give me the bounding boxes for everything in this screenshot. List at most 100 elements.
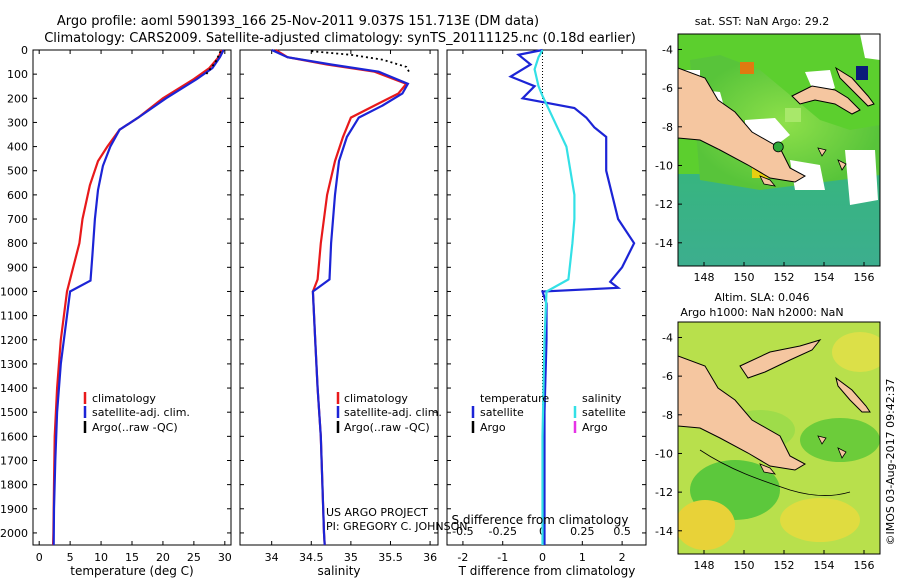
legend-label-argo: Argo(..raw -QC) [92,421,178,434]
map-x-tick-label: 150 [734,559,755,572]
depth-tick-label: 200 [7,92,28,105]
x-tick-label: 5 [67,551,74,564]
sst-map-navy-cell [856,66,868,80]
depth-tick-label: 1600 [0,430,28,443]
legend-label-climatology: climatology [344,392,408,405]
x-tick-label: 10 [94,551,108,564]
map-x-tick-label: 148 [694,271,715,284]
salinity-xlabel: salinity [317,564,360,578]
legend-label-satellite-adj: satellite-adj. clim. [92,406,190,419]
depth-tick-label: 700 [7,213,28,226]
sla-map-ticks: 148 150 152 154 156 -4 -6 -8 -10 -12 -14 [655,331,874,572]
x-tick-label: 35.5 [378,551,403,564]
x-tick-label: 35 [344,551,358,564]
depth-tick-label: 100 [7,68,28,81]
map-y-tick-label: -8 [662,409,673,422]
sla-map-green-blob-2 [800,418,880,462]
depth-tick-label: 600 [7,189,28,202]
series-line-argo-raw-qc- [205,50,222,75]
depth-tick-label: 1200 [0,334,28,347]
x-tick-label: 0 [36,551,43,564]
map-x-tick-label: 148 [694,559,715,572]
sst-map-title: sat. SST: NaN Argo: 29.2 [695,15,829,28]
series-line-climatology [275,49,409,546]
x-tick-label: -1 [497,551,508,564]
x-tick-label: 34 [265,551,279,564]
map-y-tick-label: -10 [655,159,673,172]
legend-label-satellite-adj: satellite-adj. clim. [344,406,442,419]
sla-map-land-new-britain [739,339,822,379]
temperature-panel-frame [32,49,232,546]
legend-label-sal-argo: Argo [582,421,608,434]
temperature-legend: climatology satellite-adj. clim. Argo(..… [83,392,190,434]
sst-map-lightgreen-cell [785,108,801,122]
series-line-salinity-satellite [533,49,576,545]
footer-timestamp: ©IMOS 03-Aug-2017 09:42:37 [884,379,897,546]
legend-label-climatology: climatology [92,392,156,405]
sla-map-yellow-blob [678,500,735,550]
legend-label-temp-argo: Argo [480,421,506,434]
sla-map-contour [699,449,851,496]
map-x-tick-label: 154 [814,559,835,572]
map-y-tick-label: -6 [662,370,673,383]
sla-map-islands [759,435,847,475]
depth-tick-label: 1900 [0,503,28,516]
sst-map-land-new-britain [791,85,861,115]
depth-tick-label: 1400 [0,382,28,395]
depth-tick-label: 1800 [0,479,28,492]
sla-map-title: Altim. SLA: 0.046 [714,291,809,304]
x-tick-label: 15 [125,551,139,564]
x-tick-label: 20 [156,551,170,564]
argo-float-marker [772,141,784,153]
salinity-legend: climatology satellite-adj. clim. Argo(..… [336,392,442,434]
series-line-temperature-satellite [508,48,636,545]
x-tick-label: 25 [187,551,201,564]
map-x-tick-label: 156 [854,559,875,572]
depth-tick-label: 1700 [0,454,28,467]
depth-tick-label: 800 [7,237,28,250]
difference-xlabel-top: S difference from climatology [452,513,629,527]
x-tick-label: 2 [619,551,626,564]
depth-tick-label: 500 [7,165,28,178]
header-title-line1: Argo profile: aoml 5901393_166 25-Nov-20… [57,14,539,29]
depth-tick-label: 300 [7,116,28,129]
map-x-tick-label: 156 [854,271,875,284]
sla-map-frame [677,321,881,555]
sla-map-yellow-blob-2 [780,498,860,542]
sla-map-subtitle: Argo h1000: NaN h2000: NaN [680,306,843,319]
series-line-satellite-adj-clim- [271,48,410,546]
x-tick-label-top: -0.5 [452,525,473,538]
difference-panel-frame [446,49,647,546]
map-y-tick-label: -4 [662,43,673,56]
sst-map-islands [759,147,847,187]
depth-axis-ticks: 0 100 200 300 400 500 600 700 800 900 1000 1100 1200… [0,44,646,540]
credit-project: US ARGO PROJECT [326,506,428,519]
x-tick-label: -2 [457,551,468,564]
temperature-chart: 0 5 10 15 20 25 30 [36,49,232,564]
credit-pi: PI: GREGORY C. JOHNSON [326,520,467,533]
map-y-tick-label: -8 [662,121,673,134]
sst-map-land-new-ireland [834,66,875,107]
map-y-tick-label: -14 [655,237,673,250]
depth-tick-label: 1100 [0,310,28,323]
difference-chart: -2 -1 0 1 2-0.5 -0.25 0 0.25 0.5 [452,48,636,564]
depth-tick-label: 0 [21,44,28,57]
sla-map [678,322,880,554]
sst-map-frame [677,33,881,267]
sla-map-yellow-blob-3 [832,332,880,372]
x-tick-label: 36 [423,551,437,564]
map-y-tick-label: -4 [662,331,673,344]
sst-map-orange-cell [740,62,754,74]
salinity-panel-frame [239,49,439,546]
x-tick-label: 34.5 [299,551,324,564]
map-y-tick-label: -10 [655,447,673,460]
legend-label-sal-satellite: satellite [582,406,626,419]
argo-float-dot [772,141,784,153]
depth-tick-label: 1500 [0,406,28,419]
sla-map-land-new-ireland [835,376,871,413]
legend-label-argo: Argo(..raw -QC) [344,421,430,434]
temperature-xlabel: temperature (deg C) [70,564,193,578]
x-tick-label-top: 0.5 [613,525,631,538]
depth-tick-label: 400 [7,141,28,154]
